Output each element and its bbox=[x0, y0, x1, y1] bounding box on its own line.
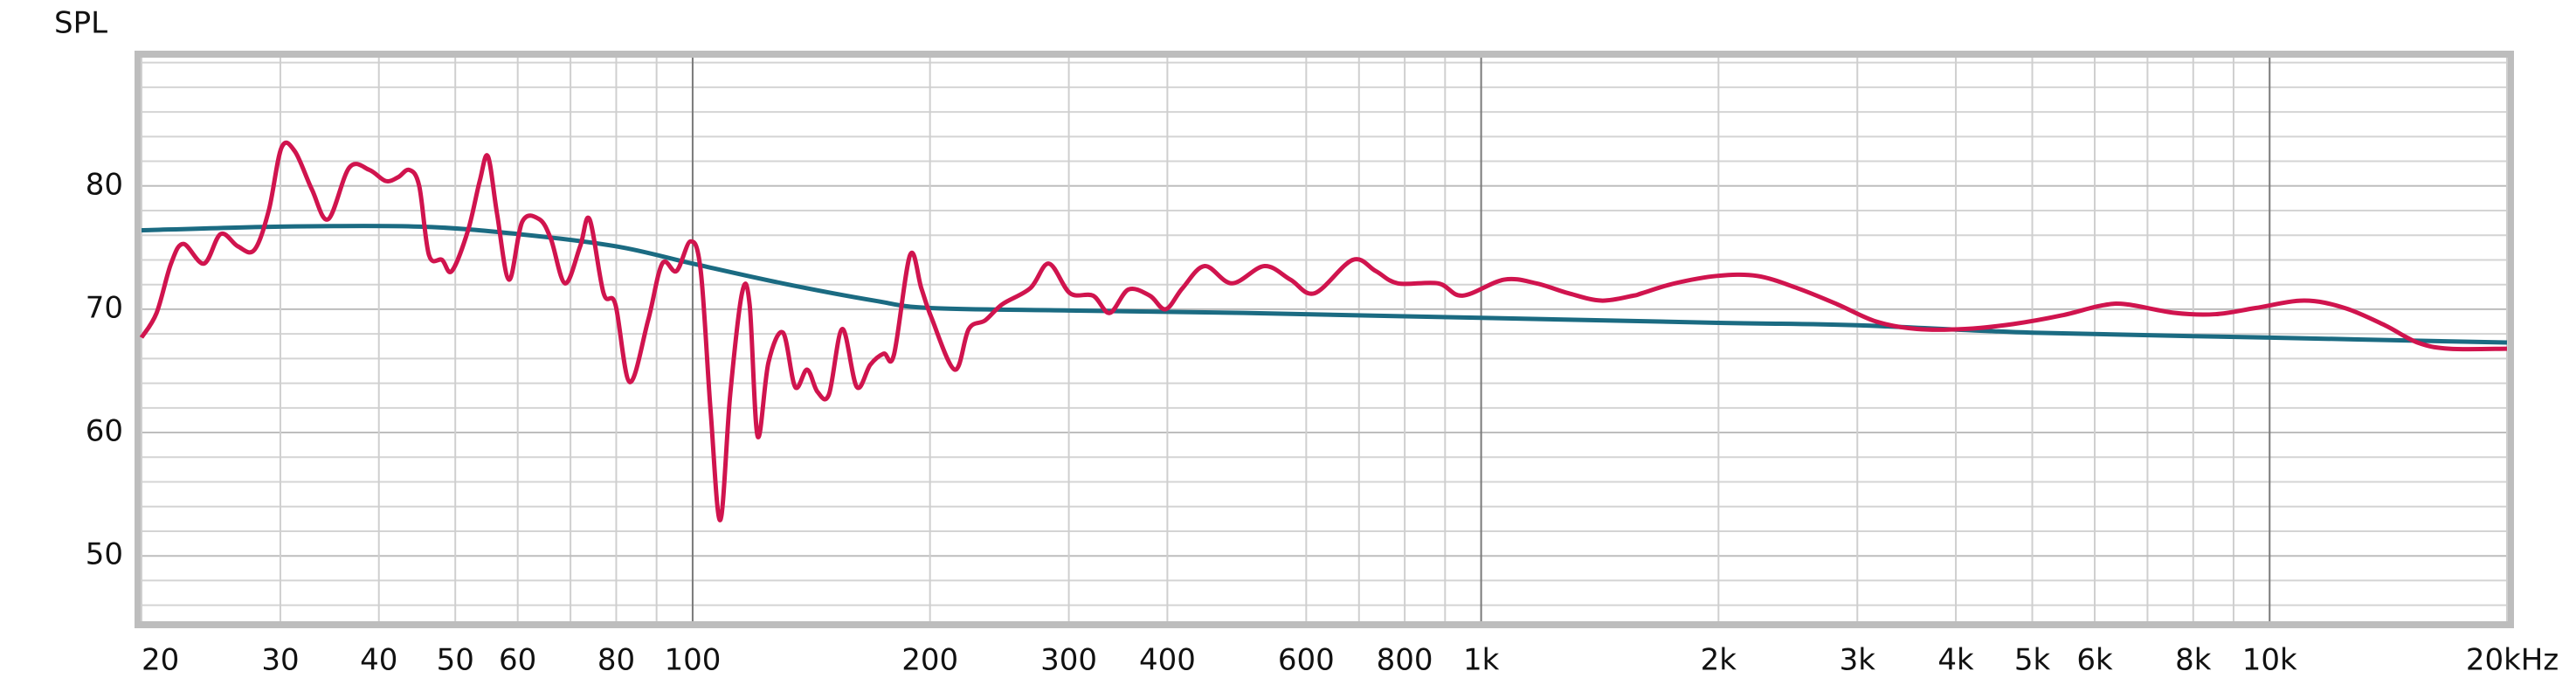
x-tick-label: 5k bbox=[2014, 643, 2051, 678]
x-tick-label: 3k bbox=[1840, 643, 1876, 678]
response-curve bbox=[141, 224, 2508, 345]
x-tick-label: 40 bbox=[360, 643, 397, 678]
x-tick-label: 300 bbox=[1040, 643, 1097, 678]
x-tick-label: 800 bbox=[1377, 643, 1433, 678]
y-axis-label: SPL bbox=[54, 6, 107, 41]
x-tick-label: 600 bbox=[1278, 643, 1335, 678]
y-tick-label: 70 bbox=[86, 290, 123, 325]
x-tick-label: 100 bbox=[664, 643, 721, 678]
y-tick-label: 50 bbox=[86, 537, 123, 572]
y-tick-label: 80 bbox=[86, 167, 123, 202]
x-tick-label: 400 bbox=[1139, 643, 1196, 678]
y-tick-label: 60 bbox=[86, 414, 123, 449]
x-tick-label: 4k bbox=[1937, 643, 1974, 678]
x-tick-label: 20 bbox=[142, 643, 179, 678]
response-curve bbox=[139, 140, 2508, 523]
x-tick-label: 50 bbox=[437, 643, 474, 678]
x-tick-label: 8k bbox=[2175, 643, 2212, 678]
x-tick-label: 1k bbox=[1463, 643, 1500, 678]
x-tick-label: 10k bbox=[2242, 643, 2297, 678]
x-tick-label: 80 bbox=[597, 643, 635, 678]
x-tick-label: 200 bbox=[901, 643, 958, 678]
x-tick-label: 6k bbox=[2076, 643, 2113, 678]
x-tick-label: 2k bbox=[1701, 643, 1737, 678]
plot-area bbox=[142, 58, 2507, 621]
x-tick-label: 20kHz bbox=[2466, 643, 2559, 678]
x-tick-label: 30 bbox=[261, 643, 299, 678]
x-tick-label: 60 bbox=[499, 643, 536, 678]
